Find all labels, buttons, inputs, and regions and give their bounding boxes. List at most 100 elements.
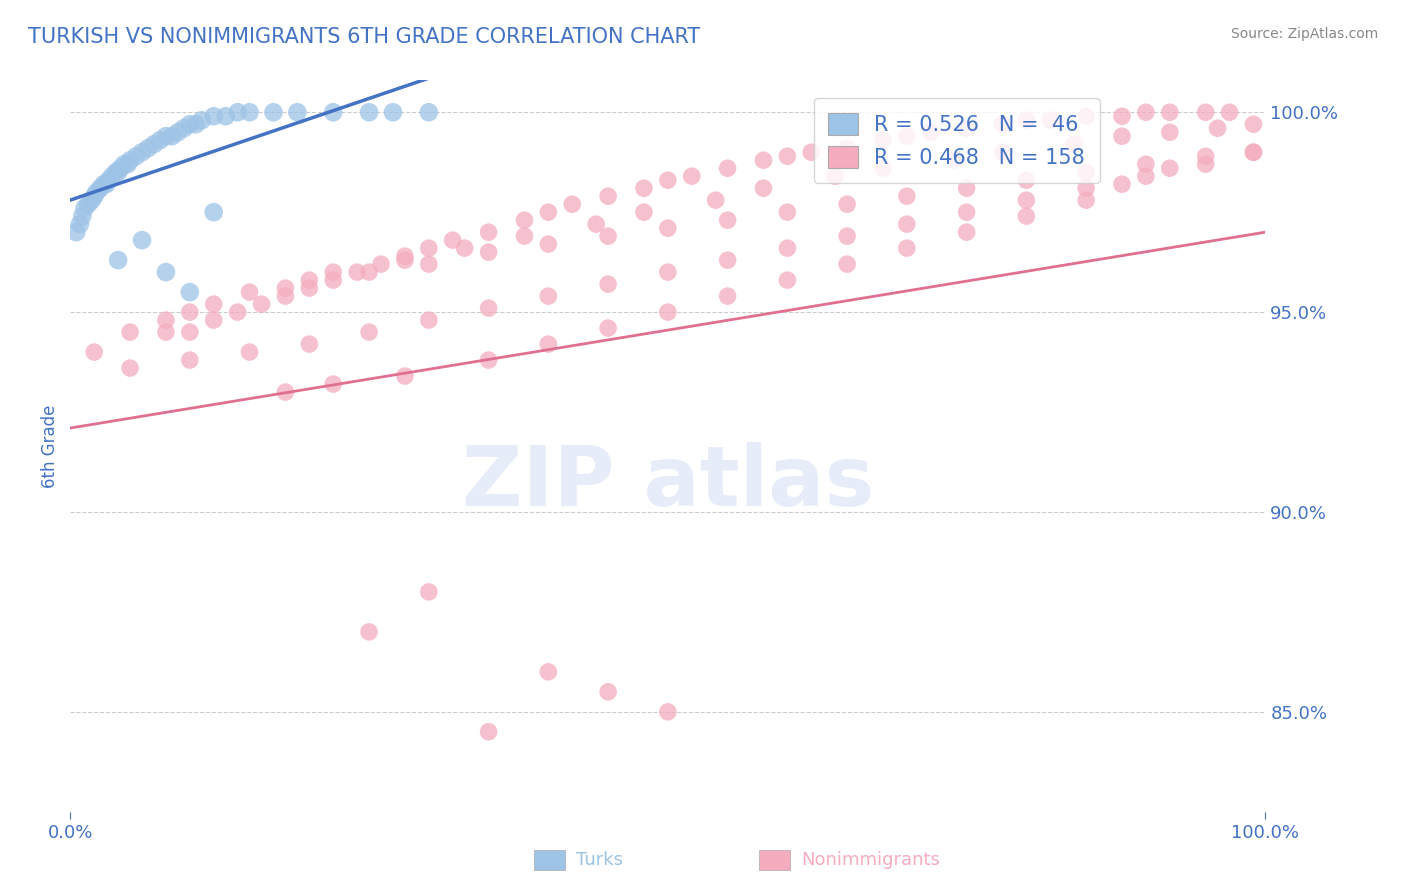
Point xyxy=(896,129,918,144)
Point xyxy=(1243,145,1265,160)
Point xyxy=(776,273,799,287)
Point xyxy=(80,193,103,207)
Point xyxy=(131,145,153,160)
Point xyxy=(143,137,166,152)
Point xyxy=(239,285,262,299)
Point xyxy=(454,241,477,255)
Point xyxy=(1206,121,1229,136)
Point xyxy=(598,189,620,203)
Point xyxy=(657,221,679,235)
Point xyxy=(943,153,966,168)
Point xyxy=(824,169,846,184)
Text: TURKISH VS NONIMMIGRANTS 6TH GRADE CORRELATION CHART: TURKISH VS NONIMMIGRANTS 6TH GRADE CORRE… xyxy=(28,27,700,46)
Point xyxy=(96,178,117,192)
Point xyxy=(956,121,979,136)
Point xyxy=(120,153,141,168)
Point xyxy=(872,133,894,147)
Point xyxy=(956,225,979,239)
Point xyxy=(394,253,416,268)
Point xyxy=(717,253,740,268)
Point xyxy=(104,165,127,179)
Point xyxy=(537,289,560,303)
Point xyxy=(537,205,560,219)
Point xyxy=(657,265,679,279)
Point xyxy=(131,233,153,247)
Point xyxy=(107,253,129,268)
Y-axis label: 6th Grade: 6th Grade xyxy=(41,404,59,488)
Point xyxy=(681,169,703,184)
Point xyxy=(1111,129,1133,144)
Point xyxy=(274,289,297,303)
Point xyxy=(394,249,416,263)
Point xyxy=(478,245,501,260)
Point xyxy=(1076,181,1098,195)
Text: Source: ZipAtlas.com: Source: ZipAtlas.com xyxy=(1230,27,1378,41)
Point xyxy=(633,181,655,195)
Point xyxy=(956,181,979,195)
Point xyxy=(598,229,620,244)
Point xyxy=(89,181,111,195)
Point xyxy=(179,305,201,319)
Point xyxy=(513,213,536,227)
Point xyxy=(125,149,148,163)
Point xyxy=(418,105,440,120)
Point xyxy=(117,157,139,171)
Point xyxy=(110,161,132,176)
Point xyxy=(1195,105,1218,120)
Point xyxy=(478,353,501,368)
Point xyxy=(896,241,918,255)
Point xyxy=(1243,117,1265,131)
Point xyxy=(657,173,679,187)
Point xyxy=(93,178,115,192)
Point xyxy=(991,145,1014,160)
Point xyxy=(776,205,799,219)
Point xyxy=(107,165,129,179)
Point xyxy=(513,229,536,244)
Point xyxy=(160,129,183,144)
Point xyxy=(155,325,177,339)
Point xyxy=(776,149,799,163)
Point xyxy=(239,105,262,120)
Point xyxy=(69,217,91,231)
Point xyxy=(598,685,620,699)
Point xyxy=(298,273,321,287)
Point xyxy=(1111,178,1133,192)
Point xyxy=(478,724,501,739)
Point xyxy=(896,189,918,203)
Text: Nonimmigrants: Nonimmigrants xyxy=(801,851,941,869)
Point xyxy=(73,201,96,215)
Point xyxy=(70,209,93,223)
Point xyxy=(872,161,894,176)
Point xyxy=(837,257,859,271)
Point xyxy=(717,213,740,227)
Point xyxy=(441,233,464,247)
Point xyxy=(179,285,201,299)
Point xyxy=(633,205,655,219)
Point xyxy=(585,217,607,231)
Point xyxy=(179,353,201,368)
Point xyxy=(561,197,583,211)
Point xyxy=(83,189,105,203)
Point xyxy=(214,109,236,123)
Point xyxy=(136,141,159,155)
Point xyxy=(298,281,321,295)
Point xyxy=(657,305,679,319)
Point xyxy=(837,197,859,211)
Point xyxy=(155,265,177,279)
Point xyxy=(1015,209,1038,223)
Point xyxy=(179,325,201,339)
Point xyxy=(322,265,344,279)
Point xyxy=(1076,109,1098,123)
Point xyxy=(359,624,381,639)
Point xyxy=(239,345,262,359)
Point xyxy=(77,197,100,211)
Point xyxy=(287,105,309,120)
Point xyxy=(298,337,321,351)
Point xyxy=(1015,113,1038,128)
Point xyxy=(1195,157,1218,171)
Point xyxy=(97,173,120,187)
Point xyxy=(418,313,440,327)
Point xyxy=(179,117,201,131)
Point xyxy=(322,105,344,120)
Point xyxy=(1076,193,1098,207)
